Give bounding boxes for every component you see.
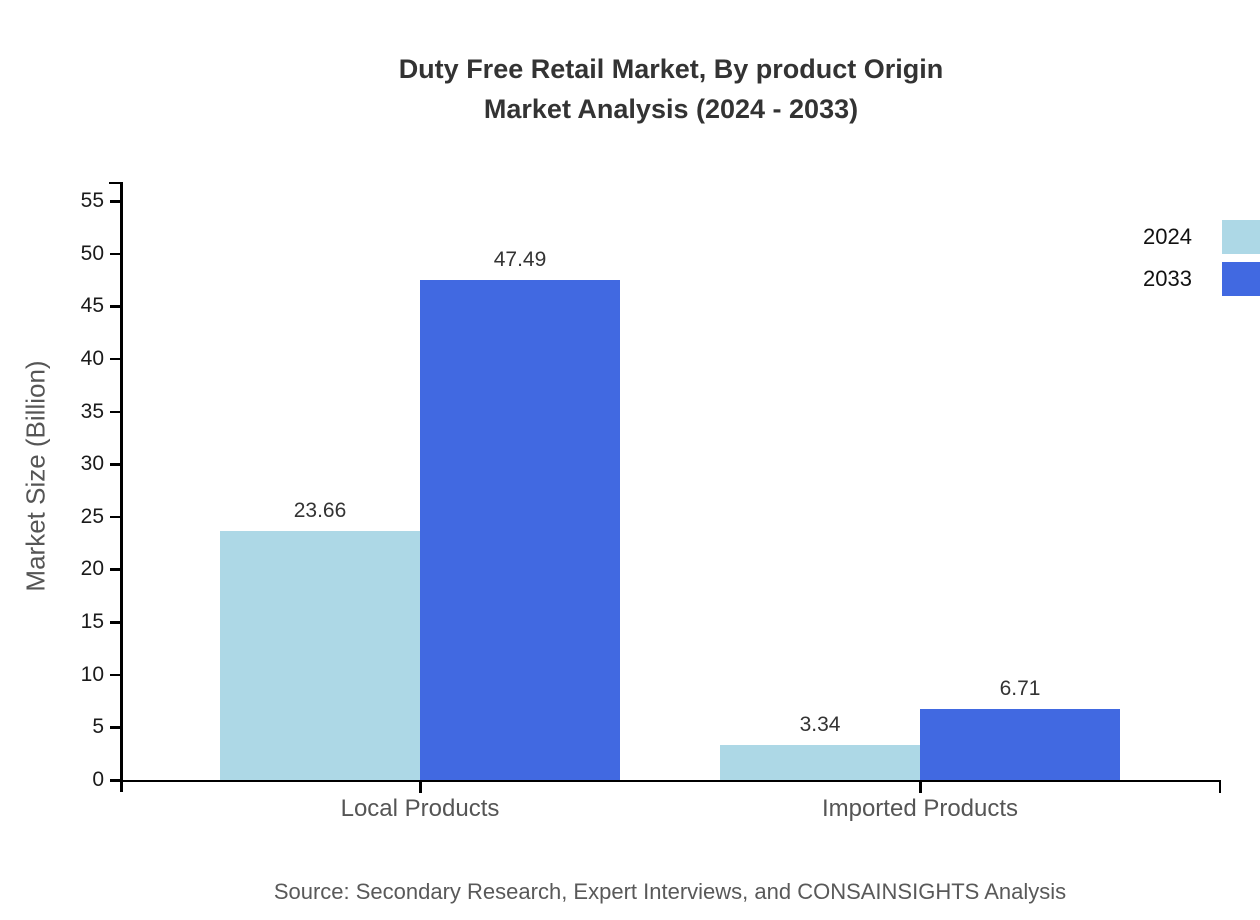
y-tick-label-5: 5 bbox=[92, 715, 104, 739]
y-tick-25 bbox=[110, 515, 121, 519]
source-note: Source: Secondary Research, Expert Inter… bbox=[273, 879, 1067, 904]
y-tick-label-25: 25 bbox=[80, 504, 104, 528]
legend-label-2033: 2033 bbox=[1143, 266, 1192, 291]
value-label-2033-local-products: 47.49 bbox=[493, 248, 547, 272]
chart-title-line2: Market Analysis (2024 - 2033) bbox=[483, 94, 859, 124]
value-label-2024-local-products: 23.66 bbox=[293, 498, 347, 522]
chart-title-line1: Duty Free Retail Market, By product Orig… bbox=[398, 54, 944, 84]
legend-row-2033: 2033 bbox=[1143, 262, 1260, 296]
x-category-label-imported-products: Imported Products bbox=[821, 795, 1019, 822]
y-tick-20 bbox=[110, 568, 121, 571]
legend: 2024 2033 bbox=[1143, 220, 1260, 296]
y-tick-50 bbox=[110, 252, 121, 256]
y-tick-label-35: 35 bbox=[80, 399, 104, 423]
y-tick-label-20: 20 bbox=[80, 557, 104, 581]
chart-title: Duty Free Retail Market, By product Orig… bbox=[122, 49, 1220, 129]
y-tick-label-10: 10 bbox=[80, 662, 104, 686]
bar-2024-local-products bbox=[220, 530, 420, 780]
y-tick-55 bbox=[110, 200, 121, 203]
legend-label-2024: 2024 bbox=[1143, 224, 1192, 249]
y-tick-0 bbox=[110, 779, 121, 782]
y-axis-top-cap bbox=[109, 181, 122, 184]
bar-2033-local-products bbox=[420, 280, 620, 780]
y-tick-45 bbox=[110, 305, 121, 308]
legend-swatch-2024 bbox=[1222, 220, 1260, 254]
y-tick-15 bbox=[110, 621, 121, 624]
bar-2033-imported-products bbox=[920, 709, 1120, 780]
y-tick-label-30: 30 bbox=[80, 452, 104, 476]
x-category-label-local-products: Local Products bbox=[340, 795, 500, 822]
x-axis-line bbox=[120, 779, 1221, 782]
y-tick-label-40: 40 bbox=[80, 346, 104, 370]
legend-row-2024: 2024 bbox=[1143, 220, 1260, 254]
legend-swatch-2033 bbox=[1222, 262, 1260, 296]
value-label-2033-imported-products: 6.71 bbox=[999, 677, 1041, 701]
y-tick-label-45: 45 bbox=[80, 294, 104, 318]
y-tick-35 bbox=[110, 410, 121, 414]
y-tick-5 bbox=[110, 726, 121, 729]
y-tick-label-15: 15 bbox=[80, 610, 104, 634]
y-tick-30 bbox=[110, 463, 121, 466]
y-tick-label-55: 55 bbox=[80, 189, 104, 212]
y-axis-line bbox=[120, 182, 123, 792]
bar-2024-imported-products bbox=[720, 744, 920, 780]
y-tick-10 bbox=[110, 673, 121, 677]
y-tick-label-0: 0 bbox=[92, 768, 104, 791]
y-tick-label-50: 50 bbox=[80, 241, 104, 265]
x-tick-imported-products bbox=[919, 780, 922, 793]
value-label-2024-imported-products: 3.34 bbox=[799, 712, 841, 736]
x-tick-local-products bbox=[419, 780, 422, 793]
y-tick-40 bbox=[110, 357, 121, 361]
x-axis-end-cap bbox=[1218, 779, 1221, 793]
